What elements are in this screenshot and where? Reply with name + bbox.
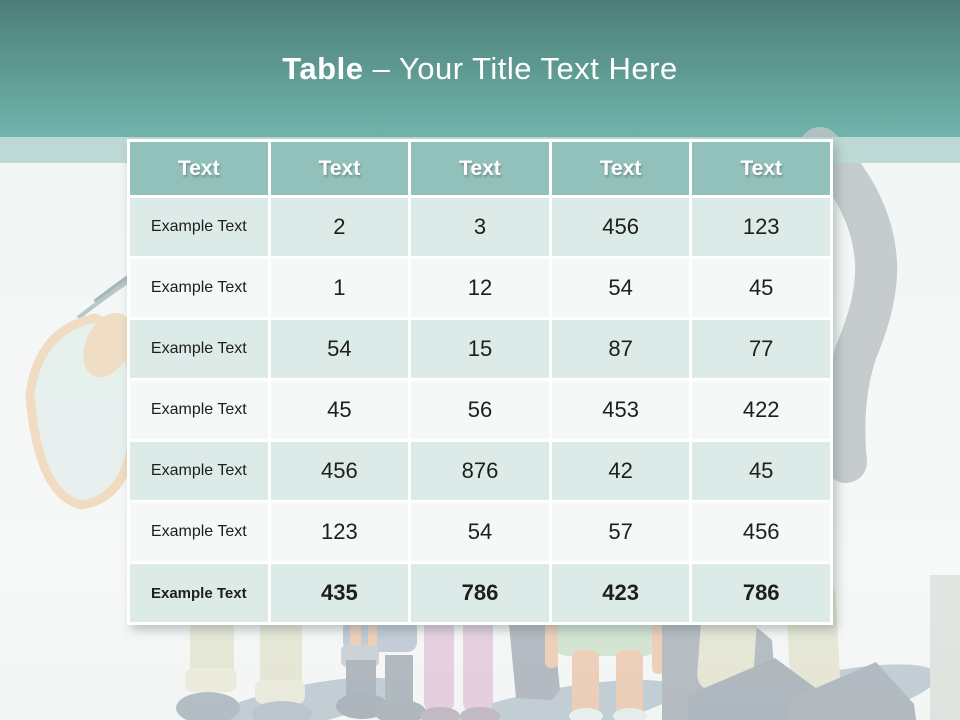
title-regular-text: – Your Title Text Here: [372, 51, 678, 86]
value-cell: 56: [411, 381, 549, 439]
value-cell: 15: [411, 320, 549, 378]
value-cell: 423: [551, 564, 690, 622]
row-label-cell: Example Text: [130, 320, 268, 378]
row-label-cell: Example Text: [130, 442, 268, 500]
table-row: Example Text 123 54 57 456: [130, 503, 830, 561]
column-header: Text: [270, 142, 409, 195]
table-row: Example Text 45 56 453 422: [130, 381, 830, 439]
table-row: Example Text 1 12 54 45: [130, 259, 830, 317]
value-cell: 435: [270, 564, 409, 622]
value-cell: 12: [411, 259, 549, 317]
row-label-cell: Example Text: [130, 381, 268, 439]
value-cell: 453: [551, 381, 690, 439]
value-cell: 87: [551, 320, 690, 378]
arm-illustration: [799, 127, 898, 483]
value-cell: 2: [270, 198, 409, 256]
title-banner: Table – Your Title Text Here: [0, 0, 960, 137]
value-cell: 45: [692, 442, 830, 500]
table-row: Example Text 435 786 423 786: [130, 564, 830, 622]
row-label-cell: Example Text: [130, 198, 268, 256]
value-cell: 456: [692, 503, 830, 561]
column-header: Text: [411, 142, 549, 195]
value-cell: 456: [551, 198, 690, 256]
value-cell: 54: [551, 259, 690, 317]
table-header-row: Text Text Text Text Text: [130, 142, 830, 195]
floor-shadow: [702, 664, 938, 720]
floor-shadow: [202, 677, 398, 720]
value-cell: 77: [692, 320, 830, 378]
value-cell: 45: [692, 259, 830, 317]
value-cell: 57: [551, 503, 690, 561]
value-cell: 456: [270, 442, 409, 500]
value-cell: 45: [270, 381, 409, 439]
value-cell: 786: [411, 564, 549, 622]
column-header: Text: [551, 142, 690, 195]
value-cell: 123: [270, 503, 409, 561]
row-label-cell: Example Text: [130, 564, 268, 622]
table-row: Example Text 2 3 456 123: [130, 198, 830, 256]
data-table: Text Text Text Text Text Example Text 2 3 456 12…: [127, 139, 833, 625]
floor-shadow: [441, 679, 679, 720]
table-row: Example Text 456 876 42 45: [130, 442, 830, 500]
value-cell: 54: [411, 503, 549, 561]
value-cell: 876: [411, 442, 549, 500]
row-label-cell: Example Text: [130, 259, 268, 317]
value-cell: 786: [692, 564, 830, 622]
value-cell: 42: [551, 442, 690, 500]
page-title: Table – Your Title Text Here: [0, 51, 960, 86]
value-cell: 1: [270, 259, 409, 317]
table-row: Example Text 54 15 87 77: [130, 320, 830, 378]
value-cell: 123: [692, 198, 830, 256]
table-body: Example Text 2 3 456 123 Example Text 1 12 54 45 E…: [130, 198, 830, 622]
table: Text Text Text Text Text Example Text 2 3 456 12…: [127, 139, 833, 625]
value-cell: 54: [270, 320, 409, 378]
column-header: Text: [692, 142, 830, 195]
value-cell: 3: [411, 198, 549, 256]
row-label-cell: Example Text: [130, 503, 268, 561]
column-header: Text: [130, 142, 268, 195]
value-cell: 422: [692, 381, 830, 439]
title-bold-text: Table: [282, 51, 364, 86]
